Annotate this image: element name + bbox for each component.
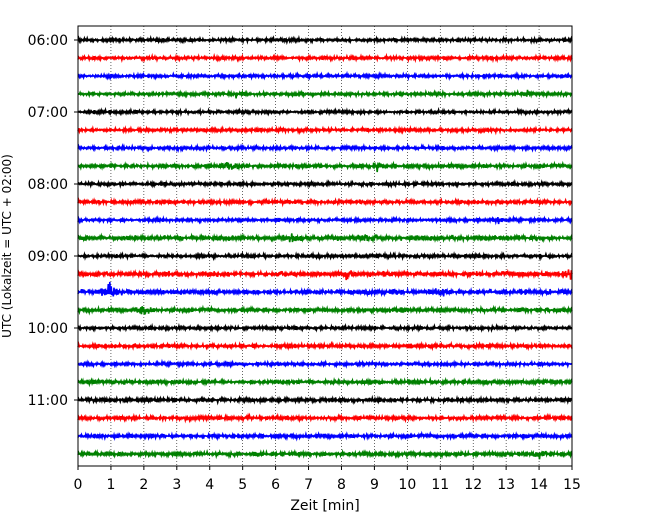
x-tick-label: 3 (172, 477, 181, 493)
y-tick-label: 09:00 (28, 249, 68, 265)
x-tick-label: 13 (497, 477, 515, 493)
trace-0600 (77, 34, 573, 46)
plot-frame (77, 25, 573, 467)
x-tick-label: 11 (431, 477, 449, 493)
x-axis-title: Zeit [min] (290, 498, 359, 514)
y-tick-label: 08:00 (28, 177, 68, 193)
trace-0845 (77, 232, 573, 244)
x-tick-label: 10 (398, 477, 416, 493)
trace-0745 (77, 160, 573, 173)
trace-0630 (77, 70, 573, 82)
trace-0615 (77, 52, 573, 64)
trace-0945 (77, 304, 573, 316)
trace-0730 (77, 142, 573, 154)
y-tick-label: 07:00 (28, 105, 68, 121)
x-tick-label: 14 (530, 477, 548, 493)
trace-1030 (77, 358, 573, 370)
x-tick-label: 1 (106, 477, 115, 493)
x-tick-label: 12 (464, 477, 482, 493)
trace-0700 (77, 106, 573, 117)
trace-0930 (77, 281, 573, 298)
trace-1100 (77, 394, 573, 406)
trace-0915 (77, 268, 573, 281)
trace-1130 (77, 430, 573, 442)
trace-0800 (77, 178, 573, 189)
trace-0830 (77, 214, 573, 226)
trace-1000 (77, 322, 573, 334)
y-axis-title: UTC (Lokalzeit = UTC + 02:00) (0, 154, 14, 338)
x-grid (110, 26, 540, 466)
x-tick-label: 0 (74, 477, 83, 493)
trace-0715 (77, 124, 573, 136)
trace-0900 (77, 250, 573, 262)
x-tick-label: 8 (337, 477, 346, 493)
trace-1145 (77, 448, 573, 460)
x-tick-label: 2 (139, 477, 148, 493)
y-tick-label: 11:00 (28, 393, 68, 409)
y-tick-label: 10:00 (28, 321, 68, 337)
x-tick-label: 6 (271, 477, 280, 493)
trace-1045 (77, 376, 573, 388)
y-tick-label: 06:00 (28, 33, 68, 49)
y-axis-ticks: 06:00 07:00 08:00 09:00 10:00 11:00 (28, 33, 78, 409)
trace-1015 (77, 340, 573, 352)
x-axis-ticks: 0 1 2 3 4 5 6 7 8 9 10 11 12 13 14 15 (74, 466, 581, 493)
trace-1115 (77, 412, 573, 424)
x-tick-label: 9 (370, 477, 379, 493)
x-tick-label: 15 (563, 477, 581, 493)
trace-0815 (77, 196, 573, 208)
x-tick-label: 5 (238, 477, 247, 493)
x-tick-label: 7 (304, 477, 313, 493)
trace-0645 (77, 88, 573, 100)
trace-group (77, 34, 573, 460)
x-tick-label: 4 (205, 477, 214, 493)
